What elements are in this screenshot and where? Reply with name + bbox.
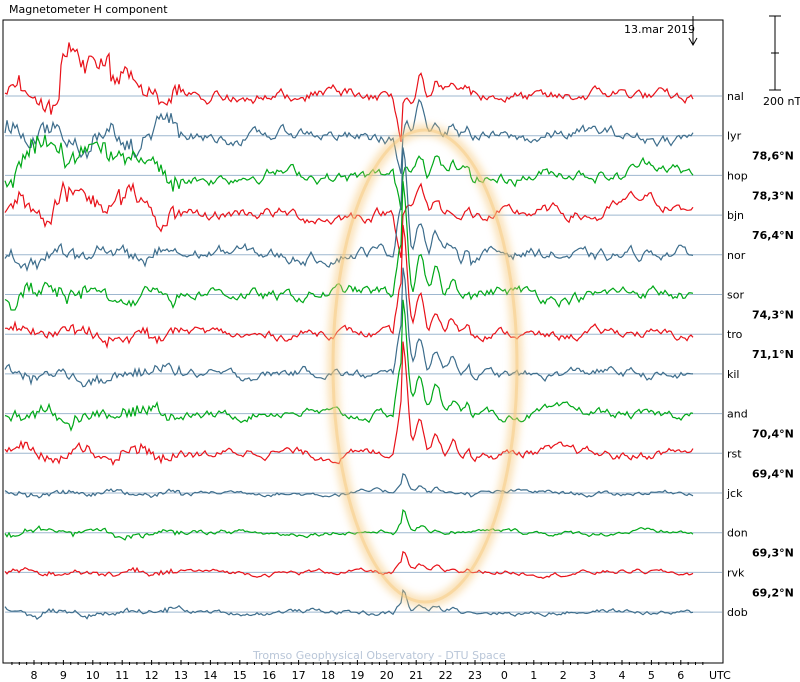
station-code-jck: jck xyxy=(726,487,743,500)
station-code-rvk: rvk xyxy=(727,566,745,579)
trace-kil xyxy=(4,267,694,388)
x-tick-label: 0 xyxy=(501,669,508,682)
station-code-tro: tro xyxy=(727,328,743,341)
x-tick-label: 6 xyxy=(677,669,684,682)
station-lat-hop: 78,3°N xyxy=(752,189,794,202)
trace-tro xyxy=(4,224,694,350)
trace-sor xyxy=(4,181,694,311)
station-code-and: and xyxy=(727,408,748,421)
x-tick-label: 4 xyxy=(619,669,626,682)
scale-label: 200 nT xyxy=(763,95,800,108)
x-tick-label: 18 xyxy=(321,669,335,682)
x-tick-label: 23 xyxy=(468,669,482,682)
station-lat-bjn: 76,4°N xyxy=(752,229,794,242)
trace-don xyxy=(4,508,694,541)
trace-nor xyxy=(4,147,694,272)
x-tick-label: 3 xyxy=(589,669,596,682)
station-code-rst: rst xyxy=(727,447,742,460)
x-tick-label: 19 xyxy=(350,669,364,682)
x-tick-label: 2 xyxy=(560,669,567,682)
station-code-sor: sor xyxy=(727,289,744,302)
station-lat-rvk: 69,2°N xyxy=(752,586,794,599)
station-lat-don: 69,3°N xyxy=(752,547,794,560)
station-labels: nal lyr 78,6°N hop 78,3°N bjn 76,4°N nor sor 74,3… xyxy=(726,90,794,619)
x-tick-label: 14 xyxy=(203,669,217,682)
x-axis-label: UTC xyxy=(709,669,731,682)
station-code-hop: hop xyxy=(727,169,748,182)
x-tick-label: 16 xyxy=(262,669,276,682)
x-tick-label: 10 xyxy=(86,669,100,682)
time-marker-arrow xyxy=(688,16,698,47)
x-tick-label: 22 xyxy=(439,669,453,682)
x-tick-label: 12 xyxy=(145,669,159,682)
station-code-bjn: bjn xyxy=(727,209,744,222)
trace-lyr xyxy=(4,98,694,174)
trace-nal xyxy=(4,42,694,142)
station-code-nal: nal xyxy=(727,90,744,103)
station-code-dob: dob xyxy=(727,606,748,619)
x-tick-label: 8 xyxy=(31,669,38,682)
x-tick-label: 17 xyxy=(292,669,306,682)
station-code-don: don xyxy=(727,527,748,540)
trace-and xyxy=(4,299,694,432)
trace-hop xyxy=(4,134,694,211)
trace-dob xyxy=(4,589,694,620)
station-code-nor: nor xyxy=(727,249,746,262)
date-label: 13.mar 2019 xyxy=(624,23,695,36)
station-lat-tro: 71,1°N xyxy=(752,348,794,361)
station-lat-sor: 74,3°N xyxy=(752,309,794,322)
substorm-highlight xyxy=(327,124,523,608)
trace-rvk xyxy=(4,550,694,579)
x-tick-label: 13 xyxy=(174,669,188,682)
x-tick-label: 20 xyxy=(380,669,394,682)
station-code-lyr: lyr xyxy=(727,130,742,143)
station-lat-rst: 69,4°N xyxy=(752,467,794,480)
station-code-kil: kil xyxy=(727,368,739,381)
chart-title: Magnetometer H component xyxy=(9,3,168,16)
x-tick-label: 1 xyxy=(530,669,537,682)
scale-bar xyxy=(769,15,781,91)
x-tick-label: 21 xyxy=(409,669,423,682)
station-lat-and: 70,4°N xyxy=(752,428,794,441)
x-tick-label: 11 xyxy=(115,669,129,682)
x-axis: 8 9 10 11 12 13 14 15 16 17 18 19 20 21 22 23 0 1 2 3 4 5 6 xyxy=(11,660,704,682)
credit-text: Tromso Geophysical Observatory - DTU Spa… xyxy=(252,649,506,662)
trace-rst xyxy=(4,341,694,466)
x-tick-label: 15 xyxy=(233,669,247,682)
station-lat-lyr: 78,6°N xyxy=(752,150,794,163)
x-tick-label: 5 xyxy=(648,669,655,682)
plot-frame xyxy=(2,19,724,664)
x-tick-label: 9 xyxy=(60,669,67,682)
